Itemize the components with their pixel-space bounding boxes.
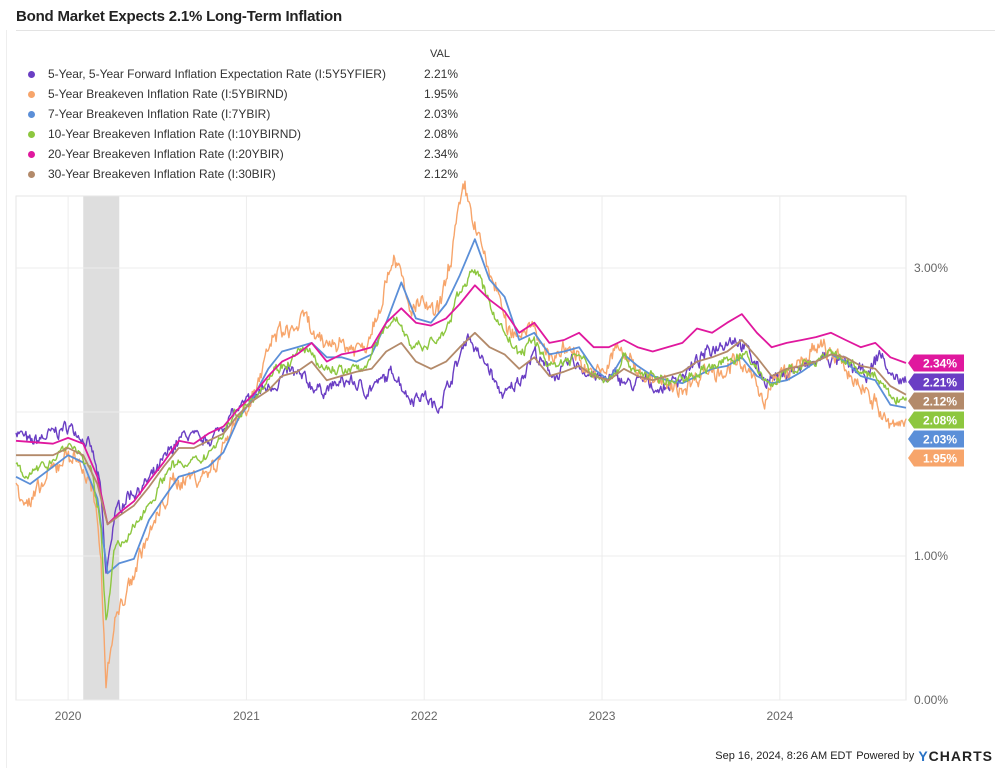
- legend-series-value: 2.21%: [423, 67, 458, 81]
- value-badge-label: 2.03%: [923, 433, 957, 447]
- value-badge: [908, 392, 964, 410]
- value-badge-label: 2.34%: [923, 357, 957, 371]
- legend-series-value: 2.12%: [423, 167, 458, 181]
- footer-powered-by: Powered by: [856, 750, 915, 762]
- x-tick-label: 2022: [411, 709, 438, 723]
- frame-rule: [6, 30, 7, 768]
- y-tick-label: 1.00%: [914, 549, 948, 563]
- legend-item[interactable]: 20-Year Breakeven Inflation Rate (I:20YB…: [28, 144, 458, 164]
- footer: Sep 16, 2024, 8:26 AM EDT Powered by YCH…: [715, 748, 993, 764]
- series-line: [16, 331, 907, 526]
- legend-rows: 5-Year, 5-Year Forward Inflation Expecta…: [28, 64, 458, 184]
- series-line: [15, 269, 907, 621]
- value-badge: [908, 373, 964, 391]
- legend-series-name: 7-Year Breakeven Inflation Rate (I:7YBIR…: [48, 107, 271, 121]
- series-line: [15, 238, 907, 575]
- x-tick-label: 2024: [766, 709, 793, 723]
- legend-item[interactable]: 5-Year Breakeven Inflation Rate (I:5YBIR…: [28, 84, 458, 104]
- legend-dot-icon: [28, 151, 35, 158]
- title-divider: [16, 30, 995, 31]
- value-badge: [908, 354, 964, 372]
- value-badges: 2.34% 2.21% 2.12% 2.08% 2.03% 1.95%: [908, 354, 964, 467]
- ycharts-logo-text: CHARTS: [928, 748, 993, 764]
- legend-series-name: 5-Year Breakeven Inflation Rate (I:5YBIR…: [48, 87, 288, 101]
- legend-dot-icon: [28, 91, 35, 98]
- ycharts-logo-y: Y: [918, 748, 929, 764]
- legend-series-name: 20-Year Breakeven Inflation Rate (I:20YB…: [48, 147, 284, 161]
- grid: [15, 195, 907, 701]
- legend-item[interactable]: 5-Year, 5-Year Forward Inflation Expecta…: [28, 64, 458, 84]
- value-badge-label: 2.08%: [923, 414, 957, 428]
- legend-series-value: 2.34%: [423, 147, 458, 161]
- axes: 3.00% 1.00% 0.00% 2020 2021 2022 2023 2024: [55, 261, 949, 723]
- legend-series-name: 5-Year, 5-Year Forward Inflation Expecta…: [48, 67, 386, 81]
- legend-series-name: 10-Year Breakeven Inflation Rate (I:10YB…: [48, 127, 302, 141]
- value-badge-label: 2.21%: [923, 376, 957, 390]
- y-tick-label: 0.00%: [914, 693, 948, 707]
- legend-dot-icon: [28, 131, 35, 138]
- legend-value-header: VAL: [430, 48, 450, 60]
- x-tick-label: 2021: [233, 709, 260, 723]
- legend-series-value: 1.95%: [423, 87, 458, 101]
- chart-title: Bond Market Expects 2.1% Long-Term Infla…: [16, 8, 342, 25]
- legend-dot-icon: [28, 71, 35, 78]
- series-line: [15, 333, 907, 574]
- value-badge-label: 1.95%: [923, 452, 957, 466]
- legend-series-value: 2.03%: [423, 107, 458, 121]
- legend-dot-icon: [28, 111, 35, 118]
- recession-band: [83, 196, 120, 700]
- recession-shading: [83, 196, 120, 700]
- value-badge: [908, 449, 964, 467]
- legend-item[interactable]: 30-Year Breakeven Inflation Rate (I:30BI…: [28, 164, 458, 184]
- legend-series-value: 2.08%: [423, 127, 458, 141]
- series-line: [15, 180, 907, 689]
- legend-series-name: 30-Year Breakeven Inflation Rate (I:30BI…: [48, 167, 276, 181]
- x-tick-label: 2020: [55, 709, 82, 723]
- series-line: [15, 284, 907, 526]
- series-lines: [15, 180, 907, 689]
- value-badge: [908, 411, 964, 429]
- ycharts-logo[interactable]: YCHARTS: [918, 748, 993, 764]
- legend-item[interactable]: 10-Year Breakeven Inflation Rate (I:10YB…: [28, 124, 458, 144]
- footer-timestamp: Sep 16, 2024, 8:26 AM EDT: [715, 750, 853, 762]
- legend-dot-icon: [28, 171, 35, 178]
- y-tick-label: 3.00%: [914, 261, 948, 275]
- x-tick-label: 2023: [589, 709, 616, 723]
- value-badge: [908, 430, 964, 448]
- value-badge-label: 2.12%: [923, 395, 957, 409]
- legend-item[interactable]: 7-Year Breakeven Inflation Rate (I:7YBIR…: [28, 104, 458, 124]
